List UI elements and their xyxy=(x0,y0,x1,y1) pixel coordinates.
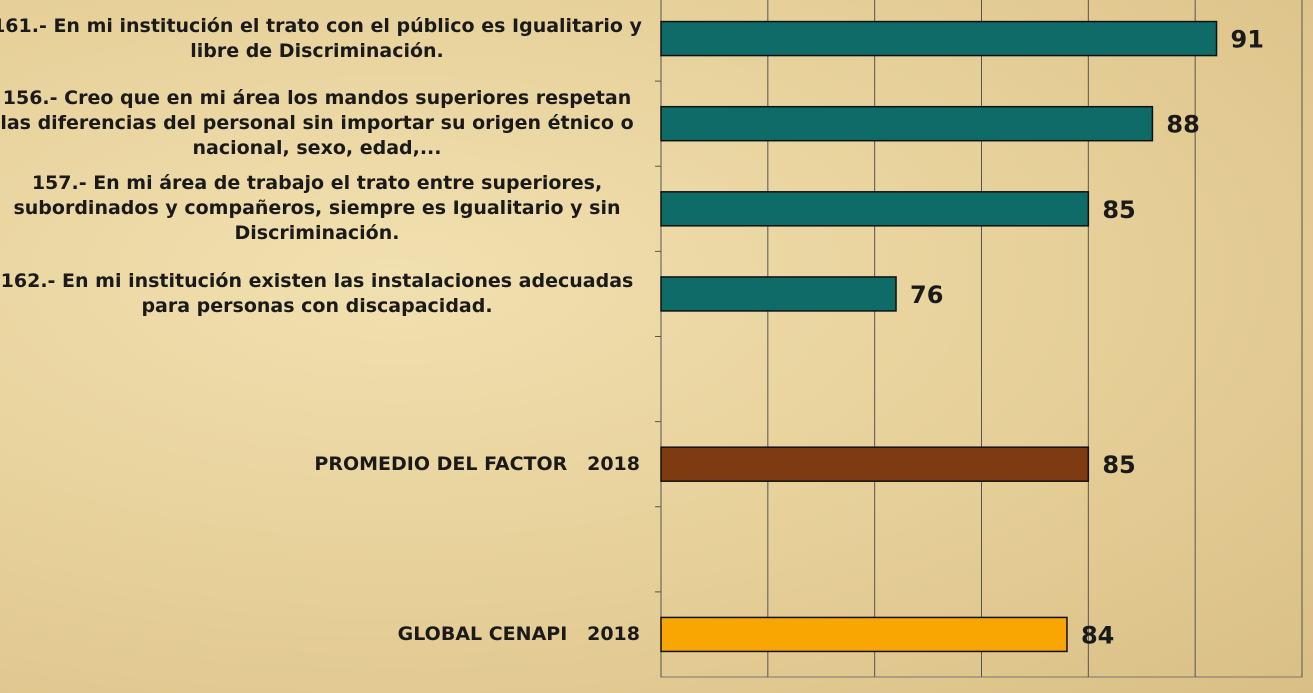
bar xyxy=(660,276,897,312)
value-label: 84 xyxy=(1081,621,1114,649)
value-label: 85 xyxy=(1102,196,1135,224)
value-label: 88 xyxy=(1166,111,1199,139)
bar xyxy=(660,105,1154,142)
bar xyxy=(660,20,1218,57)
y-tick-label: 162.- En mi institución existen las inst… xyxy=(0,269,640,317)
bar xyxy=(660,191,1090,227)
bar xyxy=(660,446,1090,482)
y-tick-label: 156.- Creo que en mi área los mandos sup… xyxy=(0,87,641,160)
y-tick-label: PROMEDIO DEL FACTOR 2018 xyxy=(314,452,640,475)
y-tick-label: 161.- En mi institución el trato con el … xyxy=(0,14,649,62)
y-tick-label: GLOBAL CENAPI 2018 xyxy=(397,622,640,645)
value-label: 76 xyxy=(910,281,943,309)
value-label: 91 xyxy=(1231,26,1264,54)
bar xyxy=(660,616,1068,653)
value-label: 85 xyxy=(1102,451,1135,479)
y-tick-label: 157.- En mi área de trabajo el trato ent… xyxy=(13,172,628,245)
